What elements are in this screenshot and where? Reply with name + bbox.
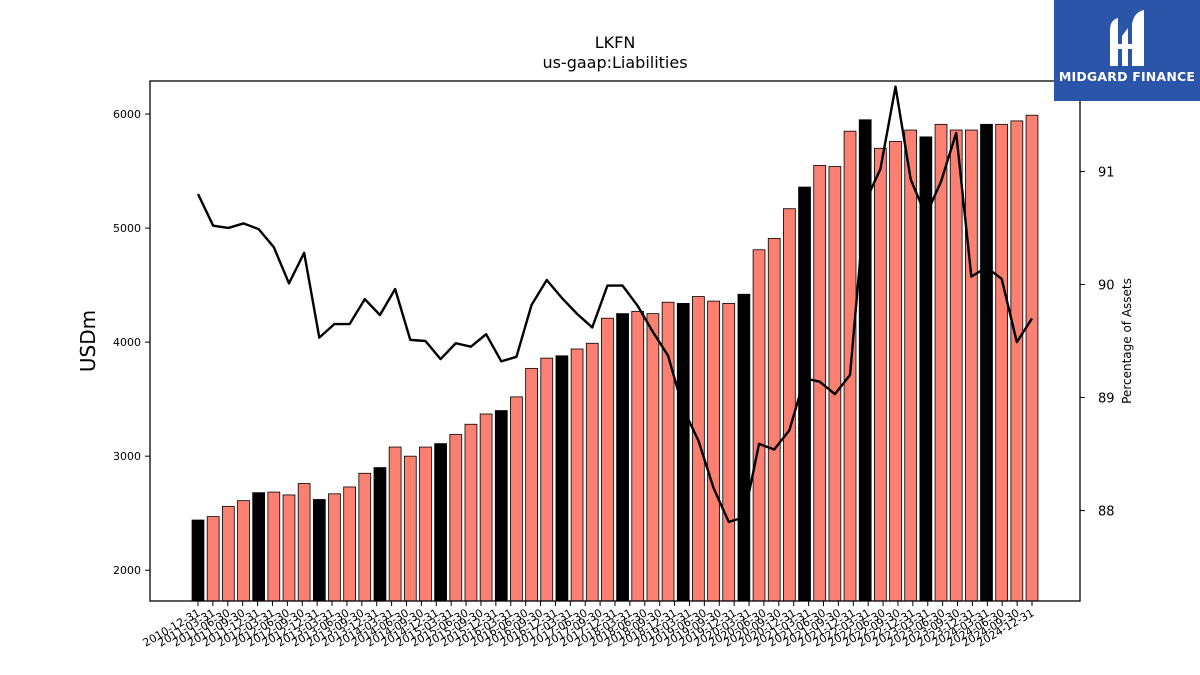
bar (328, 493, 341, 602)
midgard-finance-logo: MIDGARD FINANCE (1054, 0, 1200, 101)
bar (494, 410, 508, 602)
bar (737, 293, 751, 602)
bar (403, 455, 417, 602)
bar (570, 348, 584, 602)
bar (646, 313, 660, 602)
bars-layer (191, 114, 1039, 602)
bar (343, 486, 356, 602)
bar (434, 443, 447, 602)
bar (828, 166, 842, 602)
bar (510, 396, 523, 602)
bar (707, 300, 720, 602)
bar (297, 483, 311, 602)
bar (692, 296, 705, 602)
bar (631, 310, 645, 602)
logo-text: MIDGARD FINANCE (1058, 69, 1196, 84)
bar (449, 434, 463, 602)
bar (874, 147, 887, 602)
bar (964, 129, 978, 602)
x-axis: 2010-12-312011-03-312011-06-302011-09-30… (141, 601, 1037, 650)
y-tick-label: 4000 (113, 336, 141, 349)
y-tick-label: 3000 (113, 450, 141, 463)
bar (616, 313, 629, 602)
logo-mark-icon (1110, 10, 1144, 66)
bar (221, 505, 235, 602)
bar (980, 123, 993, 602)
y-tick-label: 2000 (113, 564, 141, 577)
bar (995, 123, 1009, 602)
y-tick-label: 5000 (113, 222, 141, 235)
bar (752, 249, 766, 602)
bar (388, 446, 402, 602)
chart-subtitle: us-gaap:Liabilities (542, 53, 687, 72)
bar (540, 357, 554, 602)
bar (282, 494, 296, 602)
bar (479, 413, 493, 602)
line-layer (196, 85, 1034, 524)
bar (358, 472, 372, 602)
bar (676, 302, 690, 602)
bar (949, 129, 963, 602)
y2-tick-label: 91 (1098, 165, 1115, 180)
bar (783, 208, 796, 602)
bar (585, 342, 599, 602)
bar (206, 516, 220, 602)
y2-tick-label: 89 (1098, 392, 1115, 407)
bar (1010, 120, 1024, 602)
y-axis-label: USDm (76, 310, 100, 372)
bar (555, 355, 569, 602)
y2-tick-label: 90 (1098, 278, 1115, 293)
bar (767, 237, 781, 602)
bar (1025, 114, 1039, 602)
percentage-line (196, 85, 1034, 524)
bar (191, 519, 205, 602)
bar (904, 129, 918, 602)
bar (601, 317, 614, 602)
y2-axis-label: Percentage of Assets (1120, 278, 1134, 404)
bar (464, 423, 478, 602)
bar (237, 500, 250, 602)
bar (889, 141, 902, 602)
bar (252, 492, 266, 602)
bar (525, 367, 538, 602)
bar (934, 123, 948, 602)
bar (419, 446, 432, 602)
y2-tick-label: 88 (1098, 505, 1115, 520)
bar (373, 467, 387, 602)
chart-title: LKFN (595, 33, 636, 52)
bar (312, 499, 326, 602)
y-tick-label: 6000 (113, 108, 141, 121)
y2-axis: 88 89 90 91 (1080, 165, 1115, 520)
bar (722, 302, 736, 602)
bar (267, 491, 281, 602)
y-axis: 2000 3000 4000 5000 6000 (113, 108, 150, 577)
